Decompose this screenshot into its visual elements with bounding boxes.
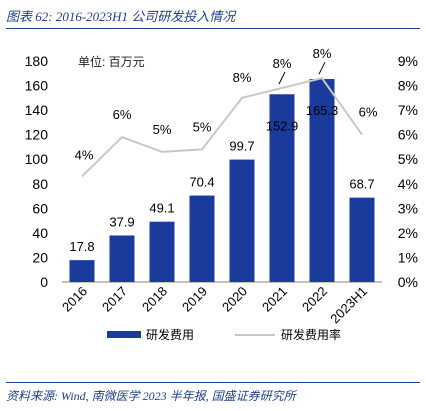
bar-2017 <box>109 235 135 282</box>
right-tick-label: 8% <box>398 78 418 94</box>
right-tick-label: 2% <box>398 225 418 241</box>
left-tick-label: 140 <box>25 102 49 118</box>
label-leader <box>318 61 326 75</box>
bar-value-label: 70.4 <box>189 175 214 190</box>
bar-2018 <box>149 221 175 282</box>
left-tick-label: 100 <box>25 151 49 167</box>
source-rule <box>6 382 420 383</box>
category-label: 2022 <box>299 284 330 315</box>
rd-ratio-line <box>81 77 363 178</box>
right-axis-ticks: 0% 1% 2% 3% 4% 5% 6% 7% 8% 9% <box>398 53 418 290</box>
right-tick-label: 1% <box>398 249 418 265</box>
bar-value-label: 37.9 <box>109 214 134 229</box>
right-tick-label: 0% <box>398 274 418 290</box>
bar-2020 <box>229 159 255 282</box>
line-value-label: 4% <box>75 147 94 162</box>
line-value-label: 8% <box>273 56 292 71</box>
line-value-label: 8% <box>233 70 252 85</box>
chart-legend: 研发费用 研发费用率 <box>107 327 341 342</box>
right-tick-label: 7% <box>398 102 418 118</box>
bar-2019 <box>189 195 215 282</box>
left-tick-label: 0 <box>40 274 48 290</box>
line-value-label: 8% <box>313 46 332 61</box>
label-leader <box>278 71 286 85</box>
bar-2023H1 <box>349 197 375 282</box>
category-label: 2023H1 <box>327 284 370 327</box>
line-series <box>81 77 363 178</box>
category-label: 2020 <box>219 284 250 315</box>
bar-2022 <box>309 79 335 282</box>
bar-value-label: 49.1 <box>149 201 174 216</box>
legend-label-bar: 研发费用 <box>146 327 194 342</box>
line-value-label: 6% <box>359 105 378 120</box>
legend-label-line: 研发费用率 <box>281 327 341 342</box>
category-label: 2018 <box>139 284 170 315</box>
bar-value-label: 17.8 <box>69 239 94 254</box>
left-tick-label: 120 <box>25 127 49 143</box>
figure-title: 图表 62: 2016-2023H1 公司研发投入情况 <box>6 9 236 24</box>
category-label: 2021 <box>259 284 290 315</box>
right-tick-label: 9% <box>398 53 418 69</box>
left-tick-label: 80 <box>32 176 48 192</box>
title-rule <box>6 28 420 29</box>
right-tick-label: 4% <box>398 176 418 192</box>
category-label: 2017 <box>99 284 130 315</box>
bar-value-label: 165.3 <box>306 103 339 118</box>
right-tick-label: 3% <box>398 200 418 216</box>
bar-2016 <box>69 260 95 282</box>
line-value-label: 5% <box>153 122 172 137</box>
legend-swatch-bar <box>107 331 141 338</box>
left-tick-label: 60 <box>32 200 48 216</box>
bar-series <box>69 79 375 282</box>
right-tick-label: 6% <box>398 127 418 143</box>
category-label: 2019 <box>179 284 210 315</box>
left-tick-label: 40 <box>32 225 48 241</box>
left-axis-ticks: 0 20 40 60 80 100 120 140 160 180 <box>25 53 49 290</box>
line-value-labels: 4% 6% 5% 5% 8% 8% 8% 6% <box>75 46 378 162</box>
bar-value-label: 99.7 <box>229 139 254 154</box>
category-label: 2016 <box>59 284 90 315</box>
unit-label: 单位: 百万元 <box>78 54 145 69</box>
left-tick-label: 20 <box>32 249 48 265</box>
line-value-label: 5% <box>193 119 212 134</box>
source-note: 资料来源: Wind, 南微医学 2023 半年报, 国盛证券研究所 <box>6 389 296 403</box>
line-value-label: 6% <box>113 107 132 122</box>
right-tick-label: 5% <box>398 151 418 167</box>
bar-value-label: 152.9 <box>266 118 299 133</box>
left-tick-label: 180 <box>25 53 49 69</box>
bar-value-label: 68.7 <box>349 177 374 192</box>
bar-2021 <box>269 94 295 282</box>
left-tick-label: 160 <box>25 78 49 94</box>
rd-expense-chart: 单位: 百万元 0 20 40 60 80 100 120 140 160 180 0% 1% 2% 3… <box>25 46 418 342</box>
bar-value-labels: 17.8 37.9 49.1 70.4 99.7 152.9 165.3 68.7 <box>69 103 374 254</box>
